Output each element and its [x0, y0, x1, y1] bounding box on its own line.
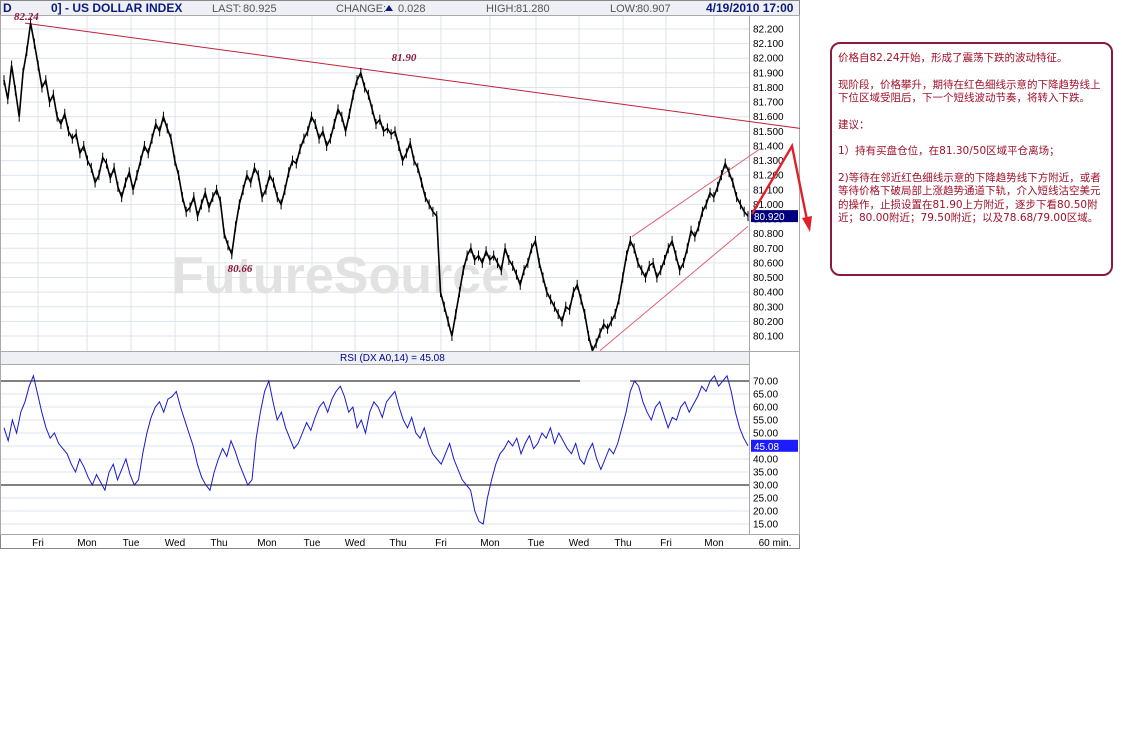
price-axis [749, 15, 800, 352]
x-tick-label: Thu [614, 538, 631, 549]
price-tick-label: 82.200 [753, 25, 784, 36]
low-value: 80.907 [637, 3, 671, 15]
rsi-tick-label: 65.00 [753, 390, 778, 401]
price-last-badge-bg [751, 210, 798, 223]
rsi-tick-label: 25.00 [753, 494, 778, 505]
last-value: 80.925 [243, 3, 277, 15]
price-tick-label: 81.300 [753, 156, 784, 167]
price-tick-label: 81.900 [753, 68, 784, 79]
price-tick-label: 81.000 [753, 200, 784, 211]
forecast-arrow-head [802, 216, 812, 232]
x-unit-label: 60 min. [759, 538, 792, 549]
price-last-value: 80.920 [754, 212, 785, 223]
x-axis-ticks: Fri Mon Tue Wed Thu Mon Tue Wed Thu Fri Mon Tue Wed T… [32, 538, 791, 549]
price-tick-label: 80.800 [753, 229, 784, 240]
rsi-tick-label: 50.00 [753, 429, 778, 440]
commentary-advice-heading: 建议： [838, 118, 870, 131]
rsi-grid [1, 380, 749, 525]
low-label: LOW: [610, 3, 638, 15]
x-tick-label: Thu [389, 538, 406, 549]
change-value: 0.028 [398, 3, 426, 15]
price-annotation: 81.90 [392, 52, 417, 64]
price-tick-label: 81.500 [753, 127, 784, 138]
x-tick-label: Mon [257, 538, 276, 549]
price-series [3, 18, 749, 356]
rsi-tick-label: 30.00 [753, 481, 778, 492]
x-tick-label: Wed [569, 538, 589, 549]
change-up-icon [385, 5, 393, 11]
rsi-last-value: 45.08 [754, 442, 779, 453]
commentary-summary: 价格自82.24开始，形成了震荡下跌的波动特征。 [838, 52, 1068, 64]
price-last-badge: 80.920 [751, 210, 798, 223]
forecast-arrow-path [750, 142, 809, 221]
rsi-series [3, 374, 749, 525]
x-tick-label: Wed [165, 538, 185, 549]
change-label: CHANGE: [336, 3, 386, 15]
price-tick-label: 80.500 [753, 273, 784, 284]
x-tick-label: Tue [528, 538, 545, 549]
commentary-advice-2: 2)等待在邻近红色细线示意的下降趋势线下方附近，或者等待价格下破局部上涨趋势通道… [838, 171, 1101, 225]
commentary-box: 价格自82.24开始，形成了震荡下跌的波动特征。 现阶段，价格攀升，期待在红色细… [830, 42, 1113, 276]
rsi-axis-ticks: 70.0065.0060.0055.0050.0045.0040.0035.00… [753, 377, 778, 531]
price-tick-label: 80.700 [753, 244, 784, 255]
channel-upper-line [631, 148, 761, 238]
price-tick-label: 80.300 [753, 302, 784, 313]
x-tick-label: Tue [304, 538, 321, 549]
forecast-arrow [750, 142, 812, 232]
x-tick-label: Mon [480, 538, 499, 549]
price-tick-label: 81.700 [753, 98, 784, 109]
downtrend-line [24, 22, 801, 129]
rsi-tick-label: 60.00 [753, 403, 778, 414]
x-tick-label: Mon [704, 538, 723, 549]
rsi-tick-label: 55.00 [753, 416, 778, 427]
price-tick-label: 81.400 [753, 141, 784, 152]
rsi-tick-label: 70.00 [753, 377, 778, 388]
x-tick-label: Fri [660, 538, 672, 549]
rsi-title: RSI (DX A0,14) = 45.08 [340, 353, 445, 364]
price-tick-label: 81.100 [753, 185, 784, 196]
x-tick-label: Wed [345, 538, 365, 549]
commentary-advice-1: 1）持有买盘仓位，在81.30/50区域平仓离场； [838, 145, 1060, 157]
rsi-panel [0, 351, 750, 535]
high-value: 81.280 [516, 3, 550, 15]
price-tick-label: 80.200 [753, 317, 784, 328]
high-label: HIGH: [486, 3, 517, 15]
price-tick-label: 81.800 [753, 83, 784, 94]
rsi-tick-label: 40.00 [753, 455, 778, 466]
rsi-tick-label: 15.00 [753, 520, 778, 531]
rsi-last-badge: 45.08 [751, 439, 798, 453]
header-datetime: 4/19/2010 17:00 [706, 1, 794, 15]
symbol-label: D [3, 1, 12, 15]
rsi-title-bar [0, 351, 750, 365]
watermark: FutureSource [172, 247, 510, 305]
price-tick-label: 80.100 [753, 332, 784, 343]
rsi-tick-label: 20.00 [753, 507, 778, 518]
commentary-outlook: 现阶段，价格攀升，期待在红色细线示意的下降趋势线上下位区域受阻后，下一个短线波动… [838, 78, 1101, 105]
x-tick-label: Mon [77, 538, 96, 549]
rsi-tick-label: 35.00 [753, 468, 778, 479]
price-annotation: 82.24 [14, 11, 39, 23]
rsi-line [3, 374, 749, 525]
x-tick-label: Thu [210, 538, 227, 549]
x-tick-label: Fri [435, 538, 447, 549]
price-tick-label: 81.200 [753, 171, 784, 182]
last-label: LAST: [212, 3, 241, 15]
price-tick-label: 80.400 [753, 288, 784, 299]
x-tick-label: Tue [123, 538, 140, 549]
x-tick-label: Fri [32, 538, 44, 549]
price-tick-label: 80.600 [753, 258, 784, 269]
price-tick-label: 82.100 [753, 39, 784, 50]
instrument-title: 0] - US DOLLAR INDEX [51, 1, 182, 15]
price-tick-label: 81.600 [753, 112, 784, 123]
price-annotation: 80.66 [228, 263, 253, 275]
price-tick-label: 82.000 [753, 54, 784, 65]
trend-lines [24, 22, 801, 352]
channel-lower-line [599, 225, 749, 352]
rsi-last-badge-bg [751, 439, 798, 452]
